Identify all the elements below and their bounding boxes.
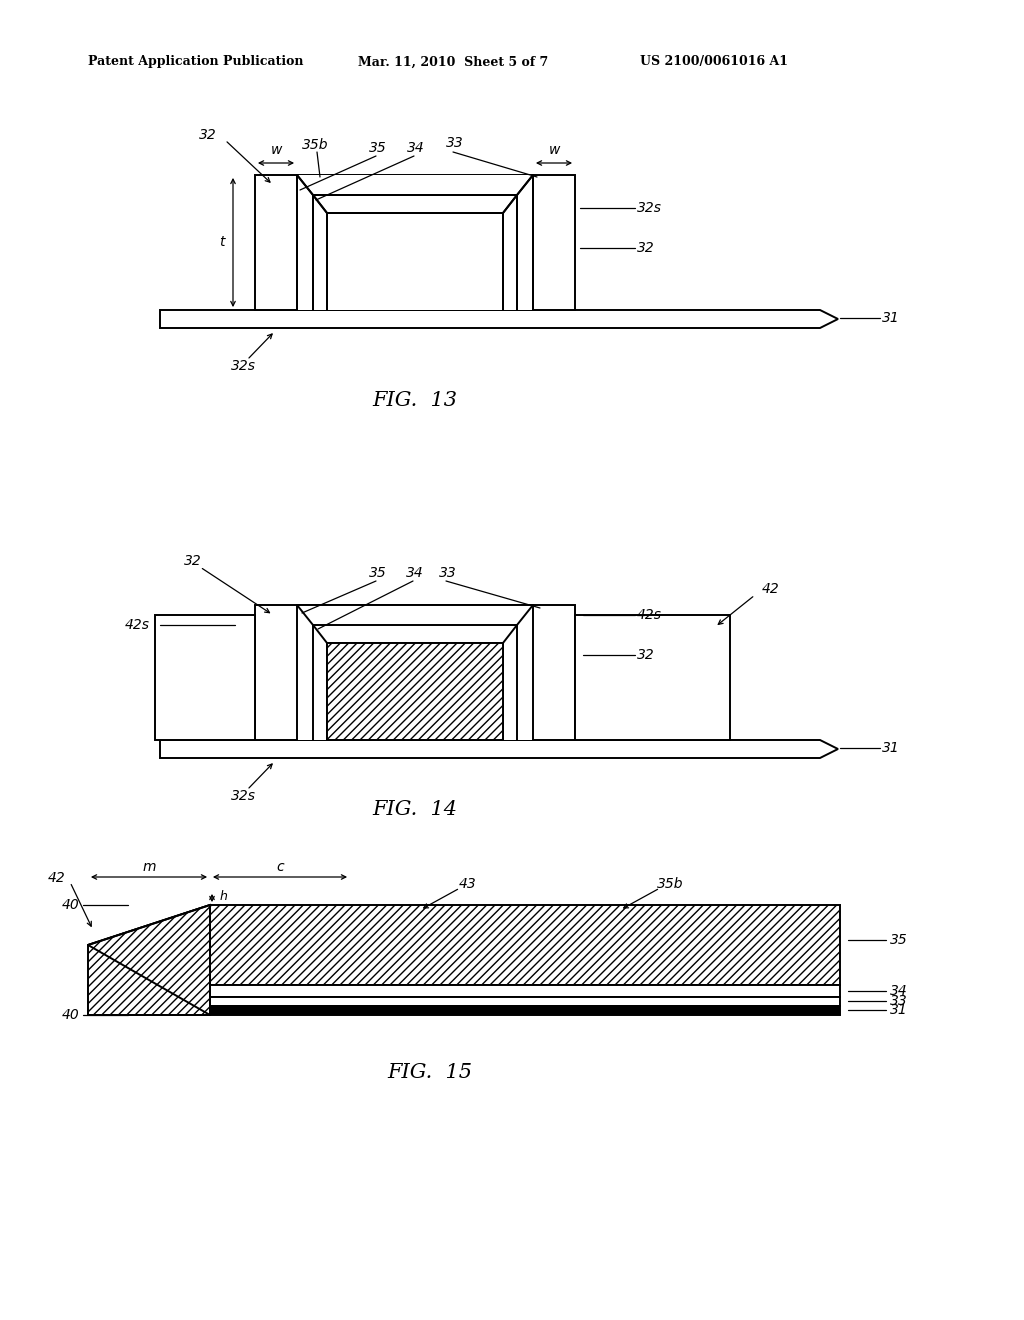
Text: 33: 33	[890, 994, 907, 1008]
Polygon shape	[88, 997, 840, 1006]
Text: 43: 43	[459, 876, 477, 891]
Text: t: t	[219, 235, 225, 249]
Text: FIG.  13: FIG. 13	[373, 391, 458, 409]
Polygon shape	[88, 985, 840, 997]
Text: w: w	[270, 143, 282, 157]
Polygon shape	[297, 605, 534, 741]
Text: 40: 40	[62, 1008, 80, 1022]
Text: 40: 40	[62, 898, 80, 912]
Text: Patent Application Publication: Patent Application Publication	[88, 55, 303, 69]
Text: c: c	[276, 861, 284, 874]
Polygon shape	[160, 310, 838, 327]
Text: 42s: 42s	[125, 618, 150, 632]
Polygon shape	[255, 176, 575, 310]
Polygon shape	[575, 615, 730, 741]
Polygon shape	[255, 605, 575, 741]
Polygon shape	[327, 643, 503, 741]
Text: 32: 32	[637, 242, 654, 255]
Text: m: m	[142, 861, 156, 874]
Text: 42s: 42s	[637, 609, 662, 622]
Text: Mar. 11, 2010  Sheet 5 of 7: Mar. 11, 2010 Sheet 5 of 7	[358, 55, 548, 69]
Text: 32: 32	[200, 128, 217, 143]
Text: 34: 34	[407, 566, 424, 579]
Text: 32s: 32s	[230, 359, 256, 374]
Text: 32: 32	[637, 648, 654, 663]
Text: 31: 31	[882, 312, 900, 325]
Text: 32: 32	[184, 554, 202, 568]
Text: 33: 33	[439, 566, 457, 579]
Text: h: h	[220, 891, 228, 903]
Text: 35b: 35b	[302, 139, 329, 152]
Text: 35: 35	[369, 141, 387, 154]
Polygon shape	[88, 906, 840, 985]
Text: US 2100/0061016 A1: US 2100/0061016 A1	[640, 55, 788, 69]
Polygon shape	[297, 176, 534, 310]
Text: 32s: 32s	[230, 789, 256, 803]
Text: 33: 33	[446, 136, 464, 150]
Text: 31: 31	[882, 741, 900, 755]
Text: FIG.  14: FIG. 14	[373, 800, 458, 820]
Text: 34: 34	[890, 983, 907, 998]
Polygon shape	[160, 741, 838, 758]
Text: 42: 42	[48, 871, 66, 884]
Text: FIG.  15: FIG. 15	[387, 1064, 472, 1082]
Text: 42: 42	[762, 582, 779, 597]
Polygon shape	[327, 213, 503, 310]
Polygon shape	[155, 615, 255, 741]
Text: 35b: 35b	[656, 876, 683, 891]
Text: 31: 31	[890, 1003, 907, 1016]
Text: 34: 34	[408, 141, 425, 154]
Polygon shape	[327, 213, 503, 310]
Text: 35: 35	[369, 566, 387, 579]
Polygon shape	[88, 906, 210, 1015]
Text: 32s: 32s	[637, 201, 662, 215]
Polygon shape	[88, 1006, 840, 1015]
Text: 35: 35	[890, 933, 907, 946]
Text: w: w	[548, 143, 560, 157]
